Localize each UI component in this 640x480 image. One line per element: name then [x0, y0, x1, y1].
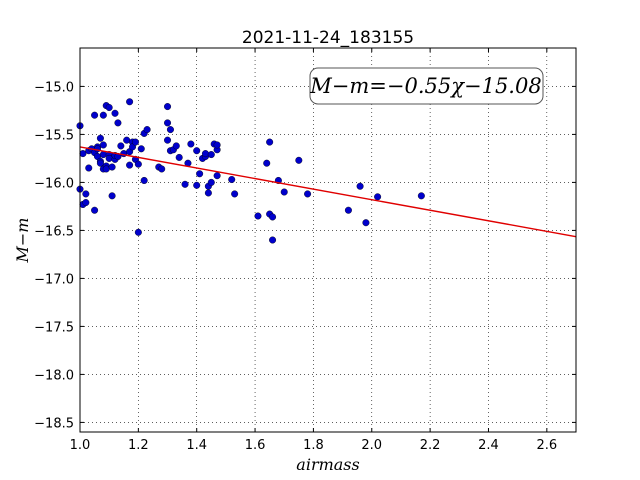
equation-annotation: M−m=−0.55χ−15.08	[309, 67, 544, 105]
x-tick-label: 1.8	[303, 438, 324, 453]
data-point	[164, 136, 172, 144]
data-point	[117, 142, 125, 150]
x-tick-label: 2.0	[361, 438, 382, 453]
data-point	[164, 103, 172, 111]
x-tick-label: 2.4	[478, 438, 499, 453]
x-axis-label: airmass	[296, 455, 359, 474]
data-point	[158, 165, 166, 173]
data-point	[143, 126, 151, 134]
data-point	[134, 160, 142, 168]
data-point	[295, 156, 303, 164]
data-point	[213, 141, 221, 149]
equation-box	[309, 67, 544, 105]
data-point	[254, 212, 262, 220]
y-tick-label: −17.0	[34, 272, 74, 287]
data-point	[99, 111, 107, 119]
data-point	[126, 98, 134, 106]
x-tick-label: 1.0	[70, 438, 91, 453]
data-point	[99, 151, 107, 159]
data-point	[201, 150, 209, 158]
chart-title: 2021-11-24_183155	[242, 28, 414, 48]
equation-text: M−m=−0.55χ−15.08	[309, 74, 541, 98]
data-point	[164, 119, 172, 127]
x-tick-label: 1.2	[128, 438, 149, 453]
data-point	[91, 111, 99, 119]
data-point	[213, 172, 221, 180]
y-tick-label: −15.0	[34, 80, 74, 95]
data-point	[231, 190, 239, 198]
data-point	[111, 109, 119, 117]
fit-line	[79, 146, 577, 238]
data-point	[123, 136, 131, 144]
data-point	[356, 182, 364, 190]
data-point	[374, 193, 382, 201]
y-tick-label: −16.5	[34, 224, 74, 239]
data-point	[196, 170, 204, 178]
data-point	[82, 190, 90, 198]
data-point	[181, 180, 189, 188]
data-point	[131, 138, 139, 146]
x-tick-label: 1.6	[245, 438, 266, 453]
axis-ticks: 1.0 1.2 1.4 1.6 1.8 2.0 2.2 2.4 2.6 −15.0 −15.5 −16…	[34, 48, 576, 453]
data-point	[102, 165, 110, 173]
data-point	[207, 151, 215, 159]
data-point	[344, 206, 352, 214]
data-point	[207, 178, 215, 186]
data-point	[114, 119, 122, 127]
data-point	[263, 159, 271, 167]
data-point	[204, 189, 212, 197]
data-point	[137, 145, 145, 153]
data-point	[172, 142, 180, 150]
data-point	[126, 161, 134, 169]
y-tick-label: −15.5	[34, 128, 74, 143]
data-point	[193, 147, 201, 155]
plot-area	[80, 48, 576, 432]
data-point	[85, 164, 93, 172]
data-point	[105, 104, 113, 112]
data-point	[193, 181, 201, 189]
y-axis-label: M−m	[13, 218, 32, 264]
x-tick-label: 2.2	[420, 438, 441, 453]
data-point	[91, 206, 99, 214]
data-point	[304, 190, 312, 198]
data-point	[99, 141, 107, 149]
data-point	[105, 154, 113, 162]
data-point	[175, 153, 183, 161]
data-point	[187, 140, 195, 148]
data-point	[280, 188, 288, 196]
data-point	[79, 150, 87, 158]
data-point	[269, 213, 277, 221]
data-point	[362, 219, 370, 227]
data-point	[82, 199, 90, 207]
data-point	[266, 138, 274, 146]
fit-line-group	[79, 146, 577, 238]
x-tick-label: 2.6	[536, 438, 557, 453]
data-point	[134, 228, 142, 236]
x-tick-label: 1.4	[186, 438, 207, 453]
y-tick-label: −16.0	[34, 176, 74, 191]
data-point	[108, 163, 116, 171]
data-point	[140, 176, 148, 184]
data-point	[269, 236, 277, 244]
y-tick-label: −18.5	[34, 416, 74, 431]
data-point	[228, 176, 236, 184]
plot-border	[79, 47, 577, 433]
data-point	[96, 159, 104, 167]
data-point	[166, 126, 174, 134]
y-tick-label: −17.5	[34, 320, 74, 335]
data-point	[108, 192, 116, 200]
data-point	[96, 134, 104, 142]
data-point	[417, 192, 425, 200]
y-tick-label: −18.0	[34, 368, 74, 383]
